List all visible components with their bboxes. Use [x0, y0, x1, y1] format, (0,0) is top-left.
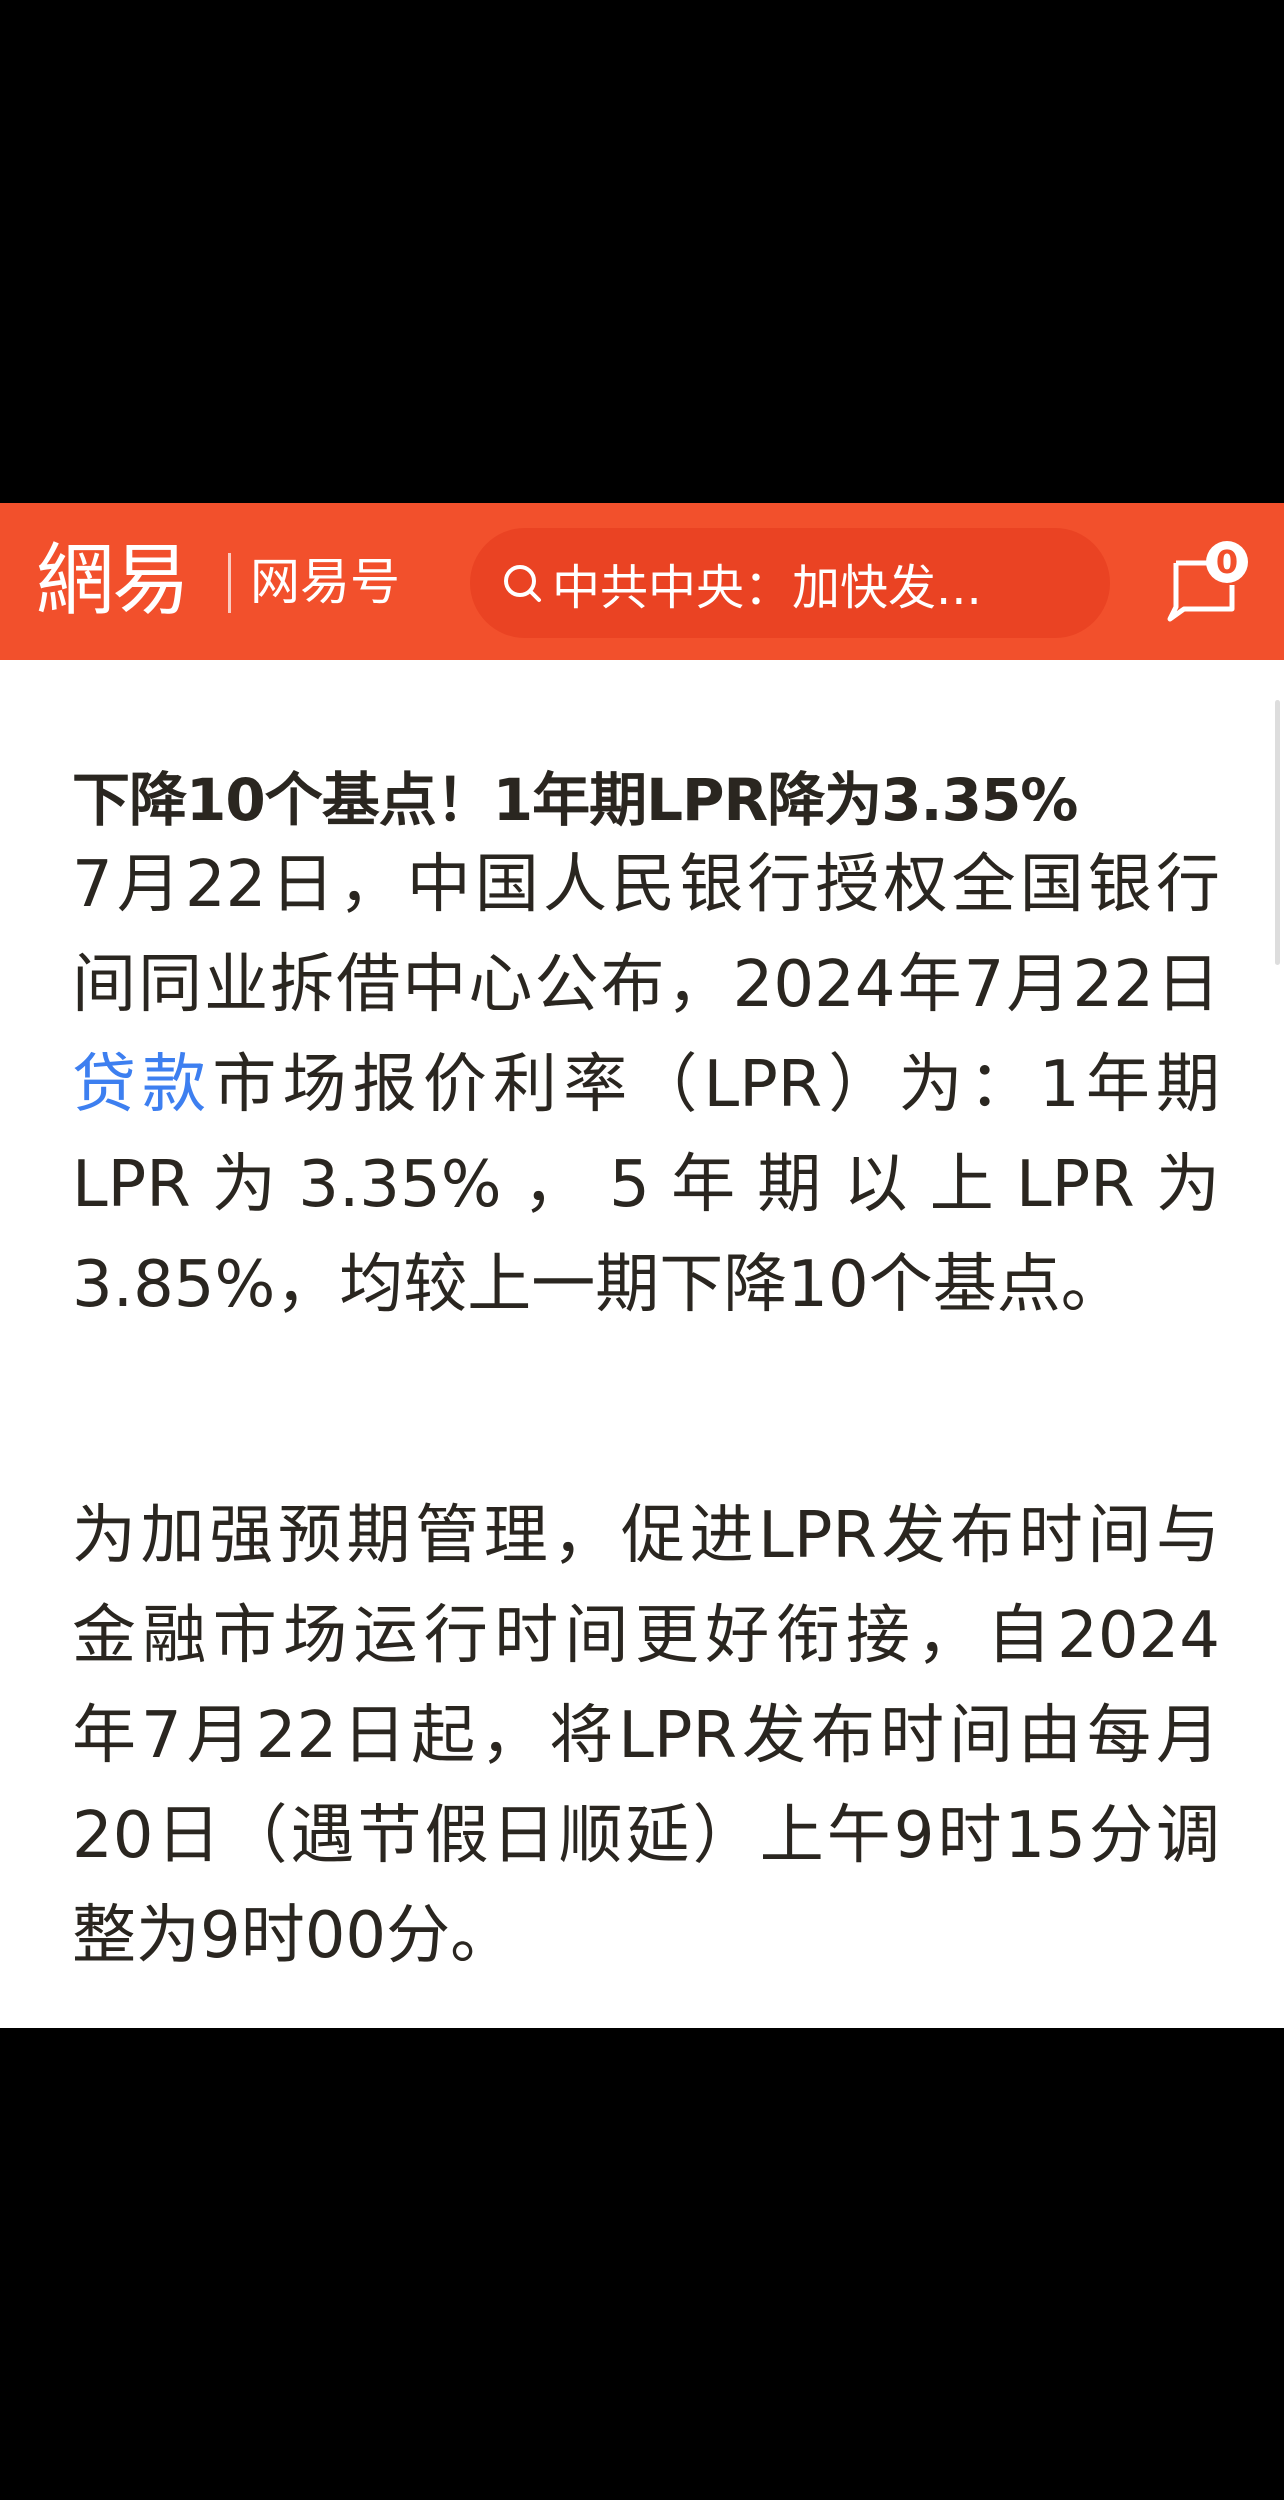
message-count-badge: 0 [1206, 541, 1248, 583]
loan-link[interactable]: 贷款 [72, 1048, 213, 1122]
text-line: 金融市场运行时间更好衔接，自2024 [72, 1599, 1220, 1673]
search-text: 中共中央：加快发... [552, 560, 982, 616]
text-line: LPR 为 3.35% ， 5 年 期 以 上 LPR 为 [72, 1148, 1220, 1222]
netease-logo[interactable]: 網易 [36, 536, 190, 626]
search-bar[interactable]: 中共中央：加快发... [470, 528, 1110, 638]
text-line: 间同业拆借中心公布，2024年7月22日 [72, 948, 1220, 1022]
text-line: 为加强预期管理，促进LPR发布时间与 [72, 1499, 1220, 1573]
text-line: 3.85%，均较上一期下降10个基点。 [72, 1248, 1125, 1322]
text-line-with-link: 贷款市场报价利率（LPR）为：1年期 [72, 1035, 1220, 1135]
paragraph-2: 为加强预期管理，促进LPR发布时间与 金融市场运行时间更好衔接，自2024 年7… [72, 1486, 1220, 1986]
search-icon [504, 565, 541, 602]
channel-label[interactable]: 网易号 [250, 553, 400, 611]
text-line: 7月22日，中国人民银行授权全国银行 [72, 848, 1220, 922]
text-line: 市场报价利率（LPR）为：1年期 [212, 1048, 1221, 1122]
article-content: 下降10个基点！1年期LPR降为3.35% 7月22日，中国人民银行授权全国银行… [0, 660, 1284, 2028]
text-line: 20日（遇节假日顺延）上午9时15分调 [72, 1799, 1220, 1873]
text-line: 整为9时00分。 [72, 1899, 515, 1973]
divider [228, 553, 231, 613]
article-title: 下降10个基点！1年期LPR降为3.35% [72, 766, 1078, 834]
message-button[interactable]: 0 [1166, 541, 1256, 625]
top-nav-bar: 網易 网易号 中共中央：加快发... 0 [0, 503, 1284, 660]
text-line: 年7月22日起，将LPR发布时间由每月 [72, 1699, 1220, 1773]
paragraph-1: 7月22日，中国人民银行授权全国银行 间同业拆借中心公布，2024年7月22日 … [72, 835, 1220, 1335]
scrollbar[interactable] [1275, 700, 1280, 965]
